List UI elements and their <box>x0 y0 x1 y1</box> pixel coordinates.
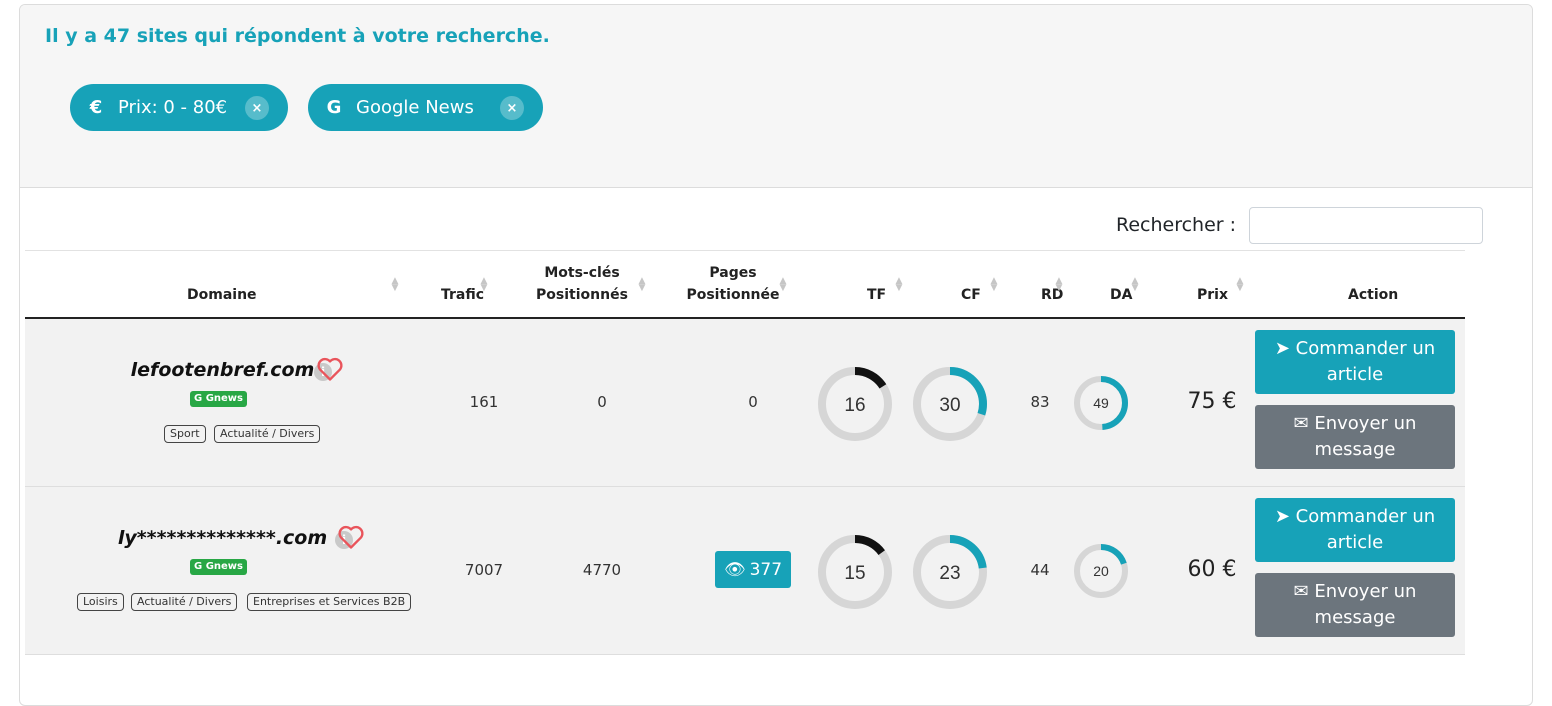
trafic-value: 7007 <box>464 561 504 579</box>
category-tag: Loisirs <box>77 593 124 611</box>
paper-plane-icon: ➤ <box>1274 506 1296 527</box>
column-header-mots-cles-line2: Positionnés <box>536 287 628 303</box>
tf-gauge: 16 <box>818 367 892 441</box>
pages-value: 0 <box>748 393 758 411</box>
send-message-button[interactable]: ✉ Envoyer un message <box>1255 405 1455 469</box>
sort-icon[interactable]: ▲ ▼ <box>990 276 998 293</box>
column-header-pages[interactable]: Pages Positionnée <box>683 262 783 306</box>
cf-gauge: 23 <box>913 535 987 609</box>
sort-icon[interactable]: ▲ ▼ <box>1131 276 1139 293</box>
pages-value: 377 <box>749 559 783 580</box>
sort-icon[interactable]: ▲ ▼ <box>1055 276 1063 293</box>
cf-gauge: 30 <box>913 367 987 441</box>
gnews-badge: G Gnews <box>190 391 247 407</box>
da-value: 20 <box>1093 563 1109 579</box>
envelope-icon: ✉ <box>1293 413 1315 434</box>
filter-chip-price[interactable]: € Prix: 0 - 80€ × <box>70 84 288 131</box>
sites-table: Domaine ▲ ▼ Trafic ▲ ▼ Mots-clés Positionn… <box>25 250 1465 655</box>
column-header-cf[interactable]: CF <box>961 287 981 303</box>
da-gauge: 20 <box>1074 544 1128 598</box>
cf-gauge-arc <box>913 367 987 441</box>
sort-icon[interactable]: ▲ ▼ <box>895 276 903 293</box>
send-message-line1: ✉ Envoyer un <box>1293 581 1417 602</box>
sort-icon[interactable]: ▲ ▼ <box>1236 276 1244 293</box>
column-header-mots-cles-line1: Mots-clés <box>544 265 620 281</box>
cf-value: 23 <box>939 563 960 584</box>
da-gauge: 49 <box>1074 376 1128 430</box>
order-article-button[interactable]: ➤ Commander un article <box>1255 330 1455 394</box>
search-label: Rechercher : <box>1116 214 1237 236</box>
tf-gauge-arc <box>818 367 892 441</box>
eye-icon: 👁 <box>723 559 746 580</box>
domain-name[interactable]: ly**************.com <box>117 527 328 549</box>
table-row: ly**************.com i G Gnews Loisirs A… <box>25 487 1465 655</box>
filter-chip-google-news[interactable]: G Google News × <box>308 84 543 131</box>
da-gauge-arc <box>1074 544 1128 598</box>
close-icon[interactable]: × <box>500 96 524 120</box>
da-value: 49 <box>1093 395 1109 411</box>
mots-cles-value: 4770 <box>582 561 622 579</box>
heart-icon[interactable] <box>337 524 365 550</box>
tf-value: 15 <box>844 563 865 584</box>
close-icon[interactable]: × <box>245 96 269 120</box>
category-tag: Entreprises et Services B2B <box>247 593 412 611</box>
gnews-badge: G Gnews <box>190 559 247 575</box>
tf-gauge: 15 <box>818 535 892 609</box>
sort-icon[interactable]: ▲ ▼ <box>638 276 646 293</box>
column-header-da[interactable]: DA <box>1110 287 1133 303</box>
order-article-line2: article <box>1326 532 1384 553</box>
sort-icon[interactable]: ▲ ▼ <box>480 276 488 293</box>
search-input[interactable] <box>1249 207 1483 244</box>
category-tag: Actualité / Divers <box>131 593 238 611</box>
category-tag: Sport <box>164 425 206 443</box>
sort-icon[interactable]: ▲ ▼ <box>779 276 787 293</box>
domain-name[interactable]: lefootenbref.com <box>130 359 315 381</box>
column-header-prix[interactable]: Prix <box>1197 287 1228 303</box>
column-header-rd[interactable]: RD <box>1041 287 1064 303</box>
column-header-pages-line2: Positionnée <box>686 287 780 303</box>
mots-cles-value: 0 <box>597 393 607 411</box>
price-value: 75 € <box>1187 389 1237 414</box>
da-gauge-arc <box>1074 376 1128 430</box>
column-header-tf[interactable]: TF <box>867 287 887 303</box>
cf-gauge-arc <box>913 535 987 609</box>
send-message-line2: message <box>1314 607 1396 628</box>
table-header: Domaine ▲ ▼ Trafic ▲ ▼ Mots-clés Positionn… <box>25 250 1465 319</box>
order-article-line1: ➤ Commander un <box>1274 506 1436 527</box>
tf-value: 16 <box>844 395 865 416</box>
filter-chip-google-news-label: Google News <box>356 97 474 118</box>
rd-value: 44 <box>1030 561 1050 579</box>
column-header-domaine[interactable]: Domaine <box>187 287 257 303</box>
heart-icon[interactable] <box>316 356 344 382</box>
table-row: lefootenbref.com i G Gnews Sport Actuali… <box>25 319 1465 487</box>
tf-gauge-arc <box>818 535 892 609</box>
column-header-pages-line1: Pages <box>709 265 757 281</box>
column-header-action: Action <box>1348 287 1399 303</box>
sort-icon[interactable]: ▲ ▼ <box>391 276 399 293</box>
order-article-line1: ➤ Commander un <box>1274 338 1436 359</box>
order-article-button[interactable]: ➤ Commander un article <box>1255 498 1455 562</box>
paper-plane-icon: ➤ <box>1274 338 1296 359</box>
column-header-trafic[interactable]: Trafic <box>441 287 485 303</box>
price-value: 60 € <box>1187 557 1237 582</box>
category-tag: Actualité / Divers <box>214 425 321 443</box>
rd-value: 83 <box>1030 393 1050 411</box>
euro-icon: € <box>89 97 103 118</box>
column-header-mots-cles[interactable]: Mots-clés Positionnés <box>532 262 632 306</box>
trafic-value: 161 <box>469 393 499 411</box>
results-header: Il y a 47 sites qui répondent à votre re… <box>20 5 1532 188</box>
envelope-icon: ✉ <box>1293 581 1315 602</box>
pages-view-button[interactable]: 👁 377 <box>715 551 791 588</box>
send-message-button[interactable]: ✉ Envoyer un message <box>1255 573 1455 637</box>
filter-chip-price-label: Prix: 0 - 80€ <box>118 97 228 118</box>
google-icon: G <box>326 97 342 118</box>
send-message-line1: ✉ Envoyer un <box>1293 413 1417 434</box>
order-article-line2: article <box>1326 364 1384 385</box>
cf-value: 30 <box>939 395 960 416</box>
results-count-text: Il y a 47 sites qui répondent à votre re… <box>45 25 550 47</box>
send-message-line2: message <box>1314 439 1396 460</box>
